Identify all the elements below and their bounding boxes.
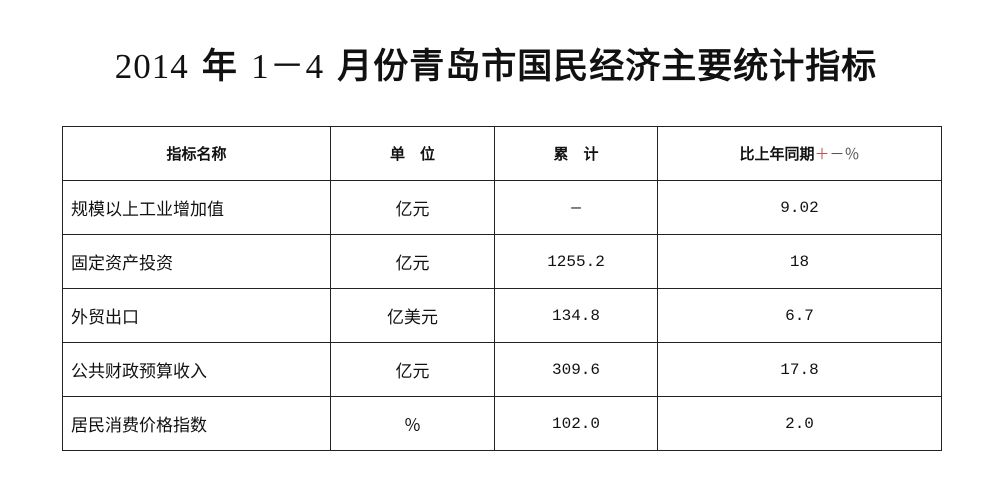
cell-total: 102.0 (494, 396, 658, 451)
cell-unit: 亿元 (330, 180, 495, 235)
cell-unit: 亿元 (330, 234, 495, 289)
table-row: 规模以上工业增加值 亿元 —9.02 (62, 180, 942, 235)
cell-unit: 亿元 (330, 342, 495, 397)
cell-total: 309.6 (494, 342, 658, 397)
table-row: 固定资产投资 亿元 1255.2 18 (62, 234, 942, 289)
cell-change: 18 (657, 234, 942, 289)
cell-change: 9.02 (657, 180, 942, 235)
table-header: 指标名称 单 位 累 计 比上年同期＋－％ (62, 126, 942, 181)
header-change: 比上年同期＋－％ (657, 126, 942, 181)
page-title: 2014 年 1－4 月份青岛市国民经济主要统计指标 (114, 46, 878, 87)
cell-name: 外贸出口 (62, 288, 331, 343)
cell-unit: 亿美元 (330, 288, 495, 343)
cell-unit: ％ (330, 396, 495, 451)
cell-name: 固定资产投资 (62, 234, 331, 289)
table-row: 公共财政预算收入 亿元 309.6 17.8 (62, 342, 942, 397)
header-total: 累 计 (494, 126, 658, 181)
cell-name: 公共财政预算收入 (62, 342, 331, 397)
cell-total: 1255.2 (494, 234, 658, 289)
header-unit: 单 位 (330, 126, 495, 181)
indicators-table: 指标名称 单 位 累 计 比上年同期＋－％ 规模以上工业增加值 亿元 —9.02 固定… (62, 126, 942, 451)
table-row: 居民消费价格指数％ 102.0 2.0 (62, 396, 942, 451)
cell-name: 规模以上工业增加值 (62, 180, 331, 235)
cell-change: 17.8 (657, 342, 942, 397)
cell-total: — (494, 180, 658, 235)
cell-name: 居民消费价格指数 (62, 396, 331, 451)
header-name: 指标名称 (62, 126, 331, 181)
cell-total: 134.8 (494, 288, 658, 343)
table-row: 外贸出口 亿美元 134.8 6.7 (62, 288, 942, 343)
cell-change: 2.0 (657, 396, 942, 451)
cell-change: 6.7 (657, 288, 942, 343)
